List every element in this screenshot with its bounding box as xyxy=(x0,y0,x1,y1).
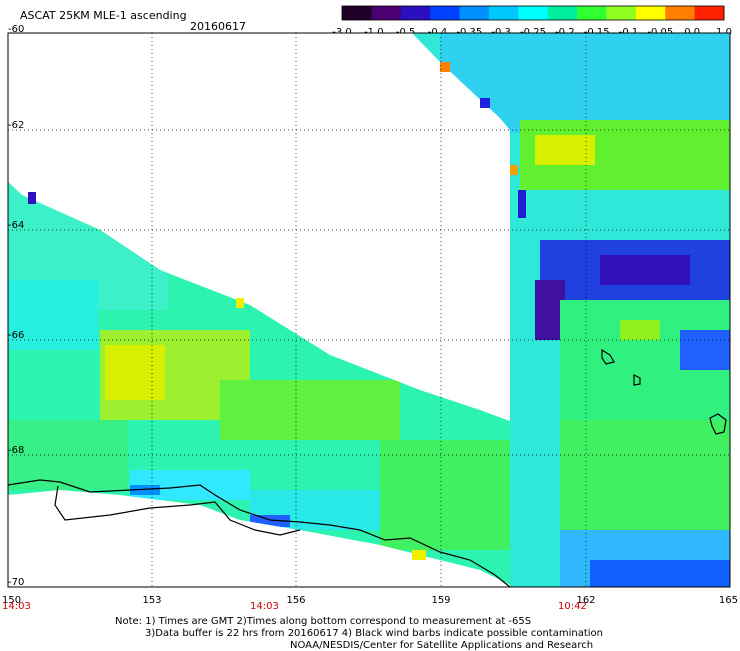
latitude-labels: -60 -62 -64 -66 -68 -70 xyxy=(8,24,24,588)
time-label: 14:03 xyxy=(250,601,279,612)
longitude-label: 156 xyxy=(286,595,305,606)
colorbar-segment xyxy=(694,6,725,20)
note-line-1: Note: 1) Times are GMT 2)Times along bot… xyxy=(115,616,532,627)
colorbar-segment xyxy=(371,6,402,20)
colorbar xyxy=(341,5,725,21)
latitude-label: -66 xyxy=(8,330,24,341)
colorbar-segment xyxy=(665,6,696,20)
time-label: 14:03 xyxy=(2,601,31,612)
product-date: 20160617 xyxy=(190,20,246,33)
note-line-2: 3)Data buffer is 22 hrs from 20160617 4)… xyxy=(145,628,603,639)
latitude-label: -68 xyxy=(8,445,24,456)
latitude-label: -64 xyxy=(8,220,24,231)
grid-lines xyxy=(8,33,730,587)
longitude-label: 162 xyxy=(576,595,595,606)
time-label: 10:42 xyxy=(558,601,587,612)
plot-area xyxy=(7,32,731,588)
latitude-label: -62 xyxy=(8,120,24,131)
colorbar-segment xyxy=(606,6,637,20)
note-line-3: NOAA/NESDIS/Center for Satellite Applica… xyxy=(290,640,594,651)
colorbar-segment xyxy=(577,6,607,20)
colorbar-segment xyxy=(488,6,519,20)
latitude-label: -60 xyxy=(8,24,24,35)
colorbar-segment xyxy=(518,6,549,20)
colorbar-segment xyxy=(400,6,431,20)
colorbar-segment xyxy=(635,6,666,20)
product-title: ASCAT 25KM MLE-1 ascending xyxy=(20,9,187,22)
time-labels: 14:03 14:03 10:42 xyxy=(2,601,587,612)
colorbar-segment xyxy=(547,6,578,20)
longitude-label: 165 xyxy=(719,595,738,606)
colorbar-segment xyxy=(342,6,372,20)
coastline xyxy=(7,348,727,588)
longitude-labels: 150 153 156 159 162 165 xyxy=(2,595,738,606)
longitude-label: 153 xyxy=(142,595,161,606)
longitude-label: 150 xyxy=(2,595,21,606)
colorbar-segment xyxy=(459,6,490,20)
latitude-label: -70 xyxy=(8,577,24,588)
longitude-label: 159 xyxy=(431,595,450,606)
colorbar-segment xyxy=(430,6,461,20)
